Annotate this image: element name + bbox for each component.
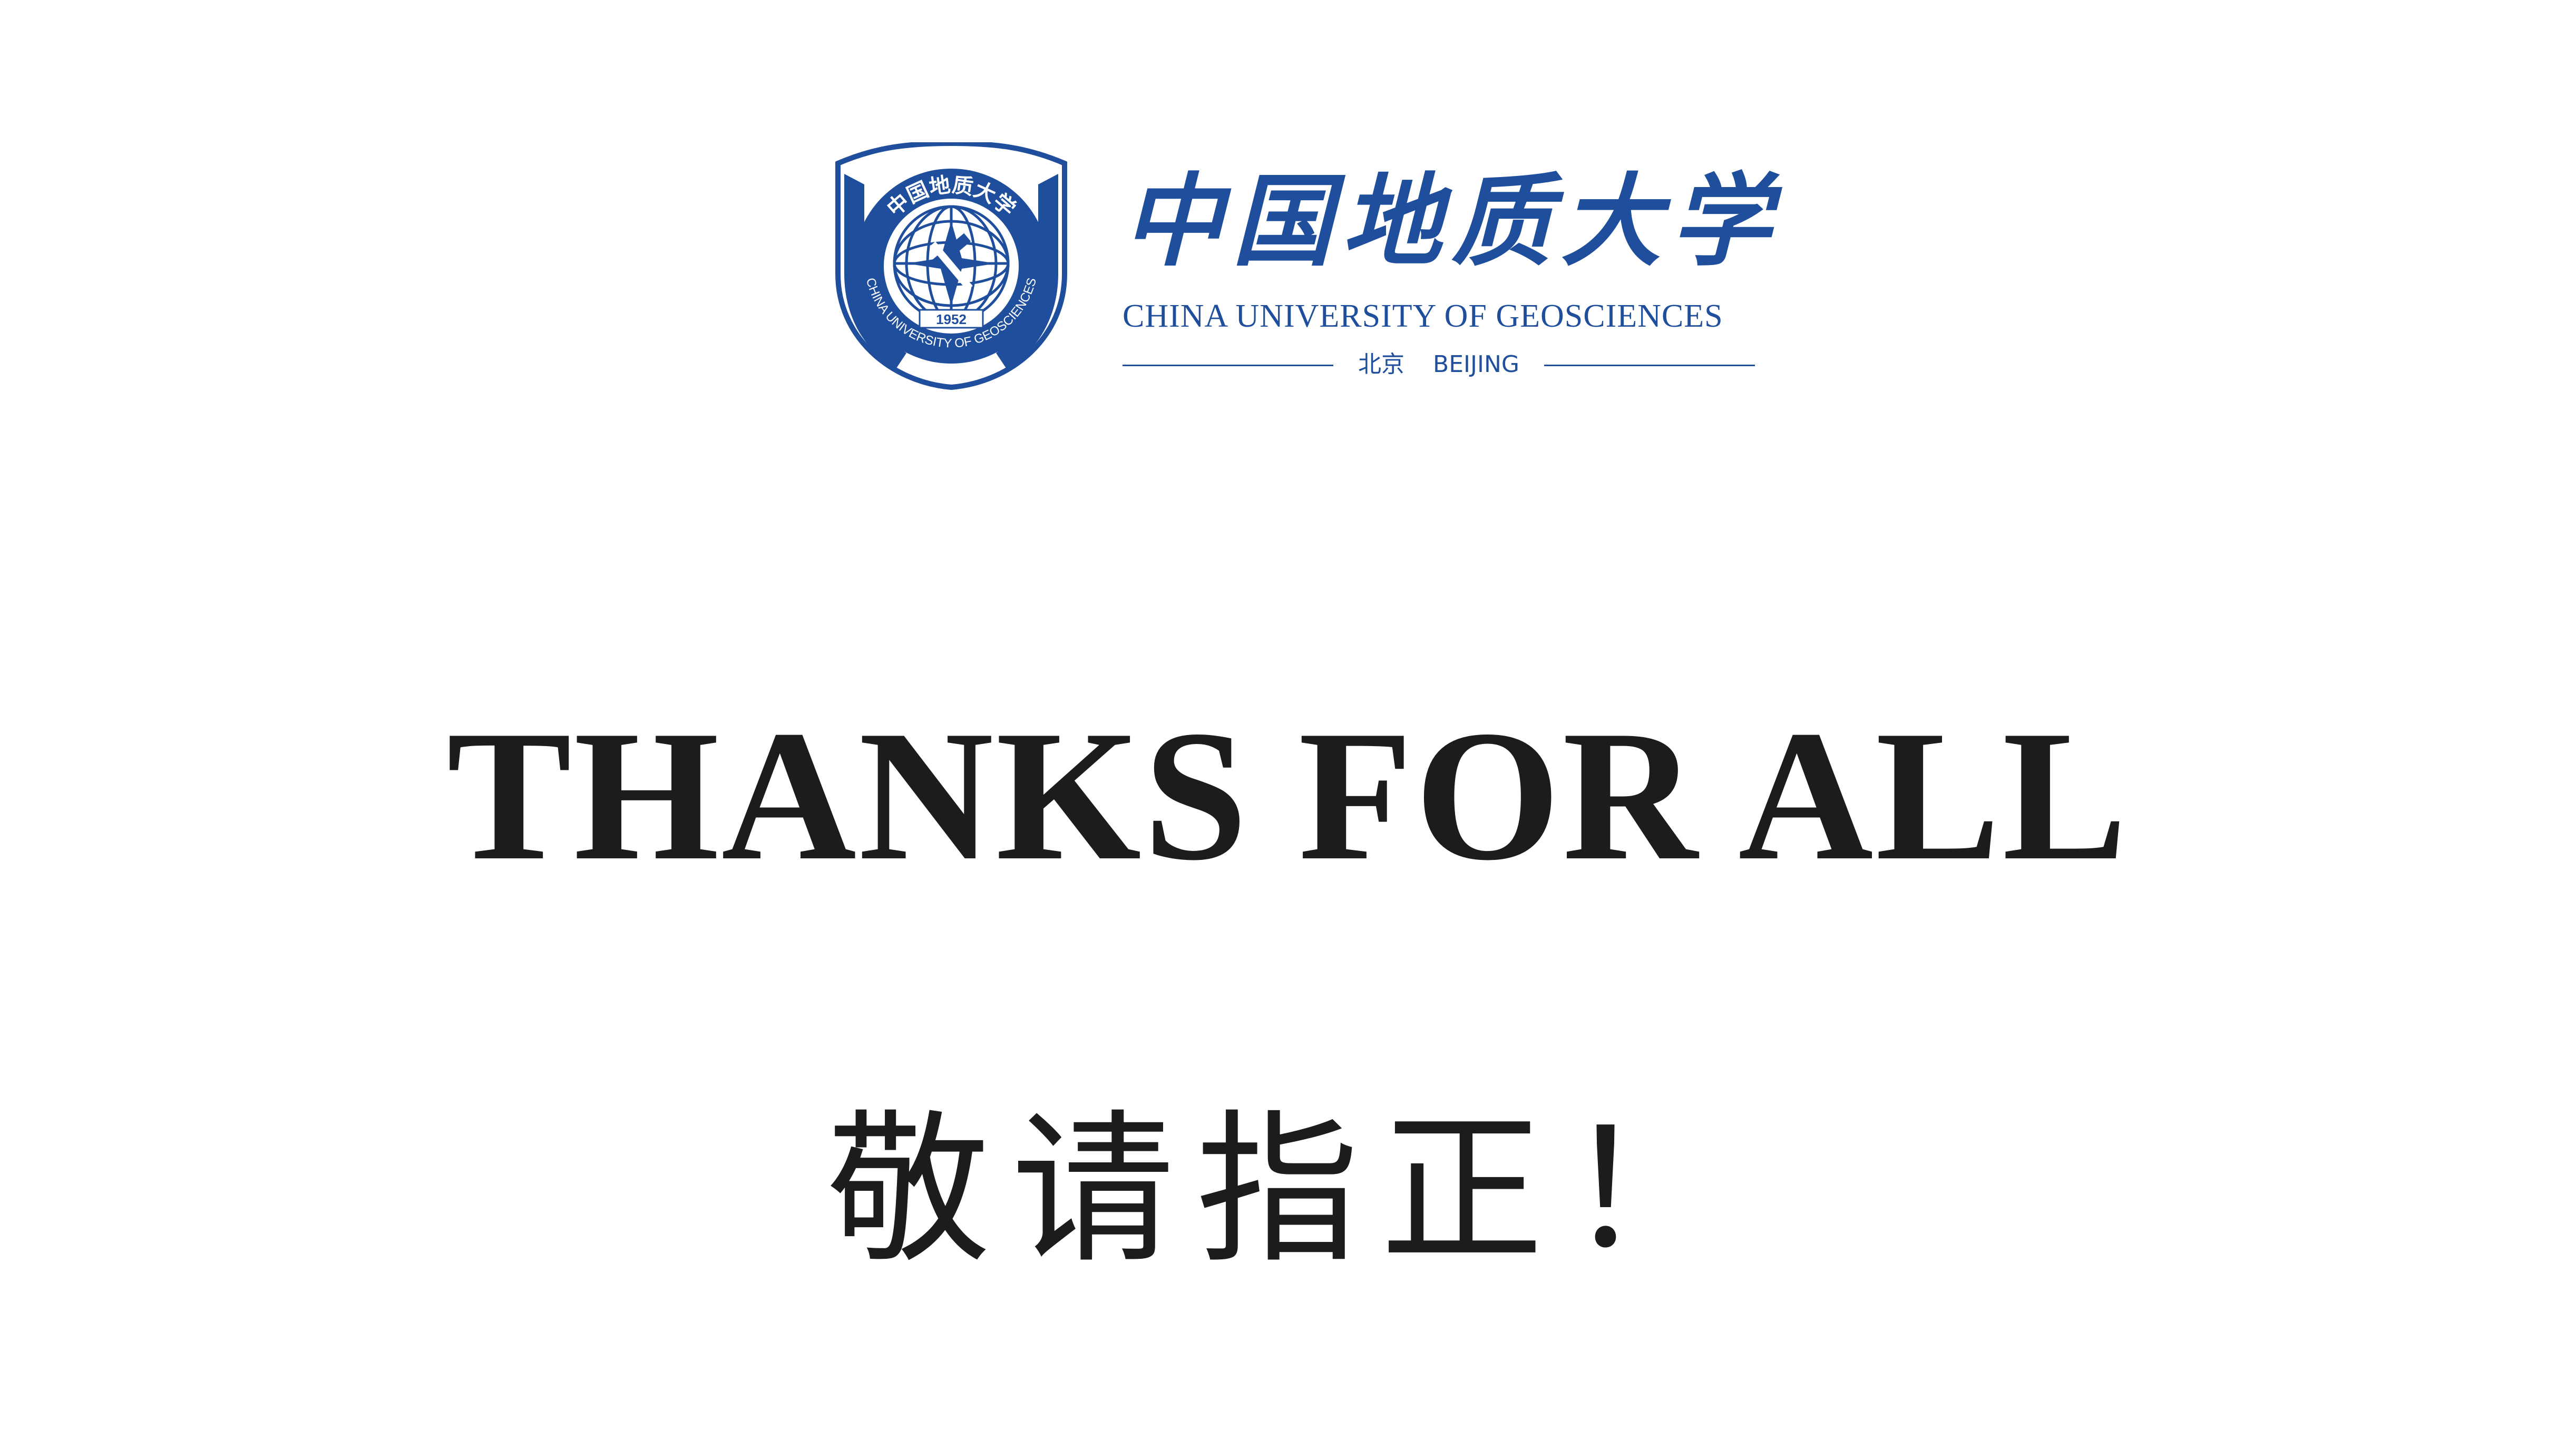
location-cn: 北京 [1358, 351, 1405, 378]
closing-subline: 敬请指正！ [827, 1095, 1749, 1286]
location-en: BEIJING [1433, 351, 1519, 378]
university-location: 北京 BEIJING [1123, 349, 1755, 380]
compass-hammer-icon [906, 221, 996, 306]
seal-left-band [844, 174, 906, 369]
seal-year-banner [919, 309, 984, 329]
location-text: 北京 BEIJING [1333, 349, 1544, 380]
seal-year: 1952 [936, 311, 967, 327]
thanks-headline: THANKS FOR ALL [446, 692, 2130, 899]
university-wordmark: 中国地质大学 CHINA UNIVERSITY OF GEOSCIENCES 北… [1123, 162, 1781, 385]
university-logo: 中国地质大学 CHINA UNIVERSITY OF GEOSCIENCES [827, 142, 1781, 395]
location-rule-left [1123, 365, 1333, 366]
university-name-en: CHINA UNIVERSITY OF GEOSCIENCES [1123, 298, 1723, 334]
university-name-cn: 中国地质大学 [1123, 162, 1781, 280]
location-rule-right [1544, 365, 1755, 366]
university-seal-icon: 中国地质大学 CHINA UNIVERSITY OF GEOSCIENCES [835, 142, 1067, 390]
seal-right-band [996, 174, 1058, 369]
